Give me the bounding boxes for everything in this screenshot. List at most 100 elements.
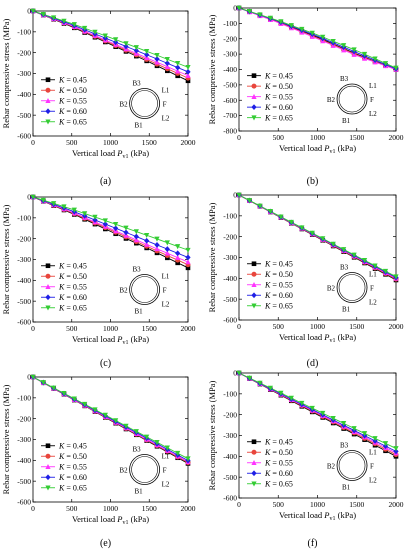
data-point xyxy=(309,230,315,236)
y-tick-label: -400 xyxy=(223,452,237,461)
legend-marker xyxy=(45,263,51,269)
ring-label-b3: B3 xyxy=(133,80,142,88)
legend-label: K = 0.45 xyxy=(58,261,87,270)
legend-symbol: K xyxy=(264,291,271,300)
y-tick-label: 0 xyxy=(27,7,31,16)
panel-letter: (c) xyxy=(100,358,111,369)
y-tick-label: -500 xyxy=(223,80,237,89)
x-tick-label: 2000 xyxy=(389,500,404,509)
data-point xyxy=(61,391,67,397)
data-point xyxy=(113,221,119,228)
x-tick-label: 0 xyxy=(237,500,241,509)
legend-marker xyxy=(45,485,51,491)
data-point xyxy=(102,412,108,418)
data-point xyxy=(185,265,191,271)
legend-marker xyxy=(45,474,51,481)
legend-marker xyxy=(251,439,257,445)
y-tick-label: -400 xyxy=(17,456,31,465)
series-5 xyxy=(236,5,399,71)
legend-marker xyxy=(45,443,51,449)
x-axis-label-unit: (kPa) xyxy=(128,514,149,524)
panel-letter: (b) xyxy=(307,176,319,187)
x-axis-label-unit: (kPa) xyxy=(335,332,356,342)
legend-value: = 0.45 xyxy=(64,441,87,450)
x-axis-label-main: Vertical load xyxy=(72,148,117,158)
data-point xyxy=(351,252,357,258)
panel-letter: (a) xyxy=(100,176,111,187)
y-tick-label: -300 xyxy=(17,435,31,444)
data-point xyxy=(144,434,150,440)
ring-outer xyxy=(336,272,368,303)
ring-label-l1: L1 xyxy=(369,449,377,457)
ring-label-b3: B3 xyxy=(340,442,349,450)
x-tick-label: 1500 xyxy=(142,504,157,513)
x-axis-label-main: Vertical load xyxy=(279,510,324,520)
data-point xyxy=(393,65,399,71)
data-point xyxy=(309,30,315,36)
legend-label: K = 0.50 xyxy=(58,86,87,95)
legend-symbol: K xyxy=(58,96,65,105)
legend-symbol: K xyxy=(58,117,65,126)
ring-label-b2: B2 xyxy=(327,285,336,293)
ring-label-l2: L2 xyxy=(162,481,170,489)
data-point xyxy=(123,225,129,231)
series-line xyxy=(32,196,189,269)
legend-marker xyxy=(251,481,257,487)
x-axis-label-var: P xyxy=(116,148,122,158)
data-point xyxy=(185,259,191,265)
x-axis-label-unit: (kPa) xyxy=(128,334,149,344)
x-axis-label: Vertical load Pv1 (kPa) xyxy=(72,334,149,346)
legend: K = 0.45K = 0.50K = 0.55K = 0.60K = 0.65 xyxy=(41,441,87,492)
series-line xyxy=(238,372,397,449)
data-point xyxy=(133,233,139,240)
legend: K = 0.45K = 0.50K = 0.55K = 0.60K = 0.65 xyxy=(247,437,293,488)
series-line xyxy=(32,196,189,263)
legend-label: K = 0.45 xyxy=(58,441,87,450)
legend-value: = 0.65 xyxy=(270,479,293,488)
series-line xyxy=(32,10,189,76)
legend-marker xyxy=(45,87,51,93)
legend-symbol: K xyxy=(58,483,65,492)
ring-label-b2: B2 xyxy=(119,101,128,109)
y-tick-label: -300 xyxy=(223,431,237,440)
data-point xyxy=(164,246,170,252)
legend-label: K = 0.60 xyxy=(264,469,293,478)
y-tick-label: 0 xyxy=(233,4,237,13)
data-point xyxy=(164,445,170,451)
legend-value: = 0.55 xyxy=(64,96,87,105)
y-axis-label: Rebar compressive stress (MPa) xyxy=(1,18,11,128)
ring-label-f: F xyxy=(163,287,167,295)
legend-symbol: K xyxy=(264,92,271,101)
data-point xyxy=(40,380,46,386)
data-point xyxy=(236,370,242,376)
data-point xyxy=(123,423,129,429)
series-5 xyxy=(30,374,191,462)
data-point xyxy=(164,240,170,246)
data-point xyxy=(382,61,389,67)
y-tick-label: -400 xyxy=(223,274,237,283)
data-point xyxy=(330,415,336,422)
y-tick-label: -600 xyxy=(17,318,31,327)
legend-label: K = 0.50 xyxy=(264,82,293,91)
legend-value: = 0.65 xyxy=(64,303,87,312)
x-tick-label: 500 xyxy=(273,500,285,509)
legend-label: K = 0.60 xyxy=(58,473,87,482)
data-point xyxy=(133,47,139,54)
data-point xyxy=(185,64,191,71)
legend-symbol: K xyxy=(58,107,65,116)
data-point xyxy=(175,254,181,260)
data-point xyxy=(144,237,150,244)
panel-2: 0 500 1000 1500 2000 0 -100 -200 -300 -400 -500 -60… xyxy=(207,4,404,187)
ring-label-f: F xyxy=(370,285,374,293)
data-point xyxy=(71,207,77,213)
y-tick-label: -300 xyxy=(17,69,31,78)
legend-value: = 0.55 xyxy=(64,462,87,471)
data-point xyxy=(113,225,119,232)
data-point xyxy=(102,218,108,224)
x-tick-label: 500 xyxy=(273,322,285,331)
series-5 xyxy=(236,192,399,280)
series-line xyxy=(238,194,397,278)
y-tick-label: -600 xyxy=(223,96,237,105)
legend-marker xyxy=(251,470,257,477)
x-axis-label-var: P xyxy=(116,514,122,524)
